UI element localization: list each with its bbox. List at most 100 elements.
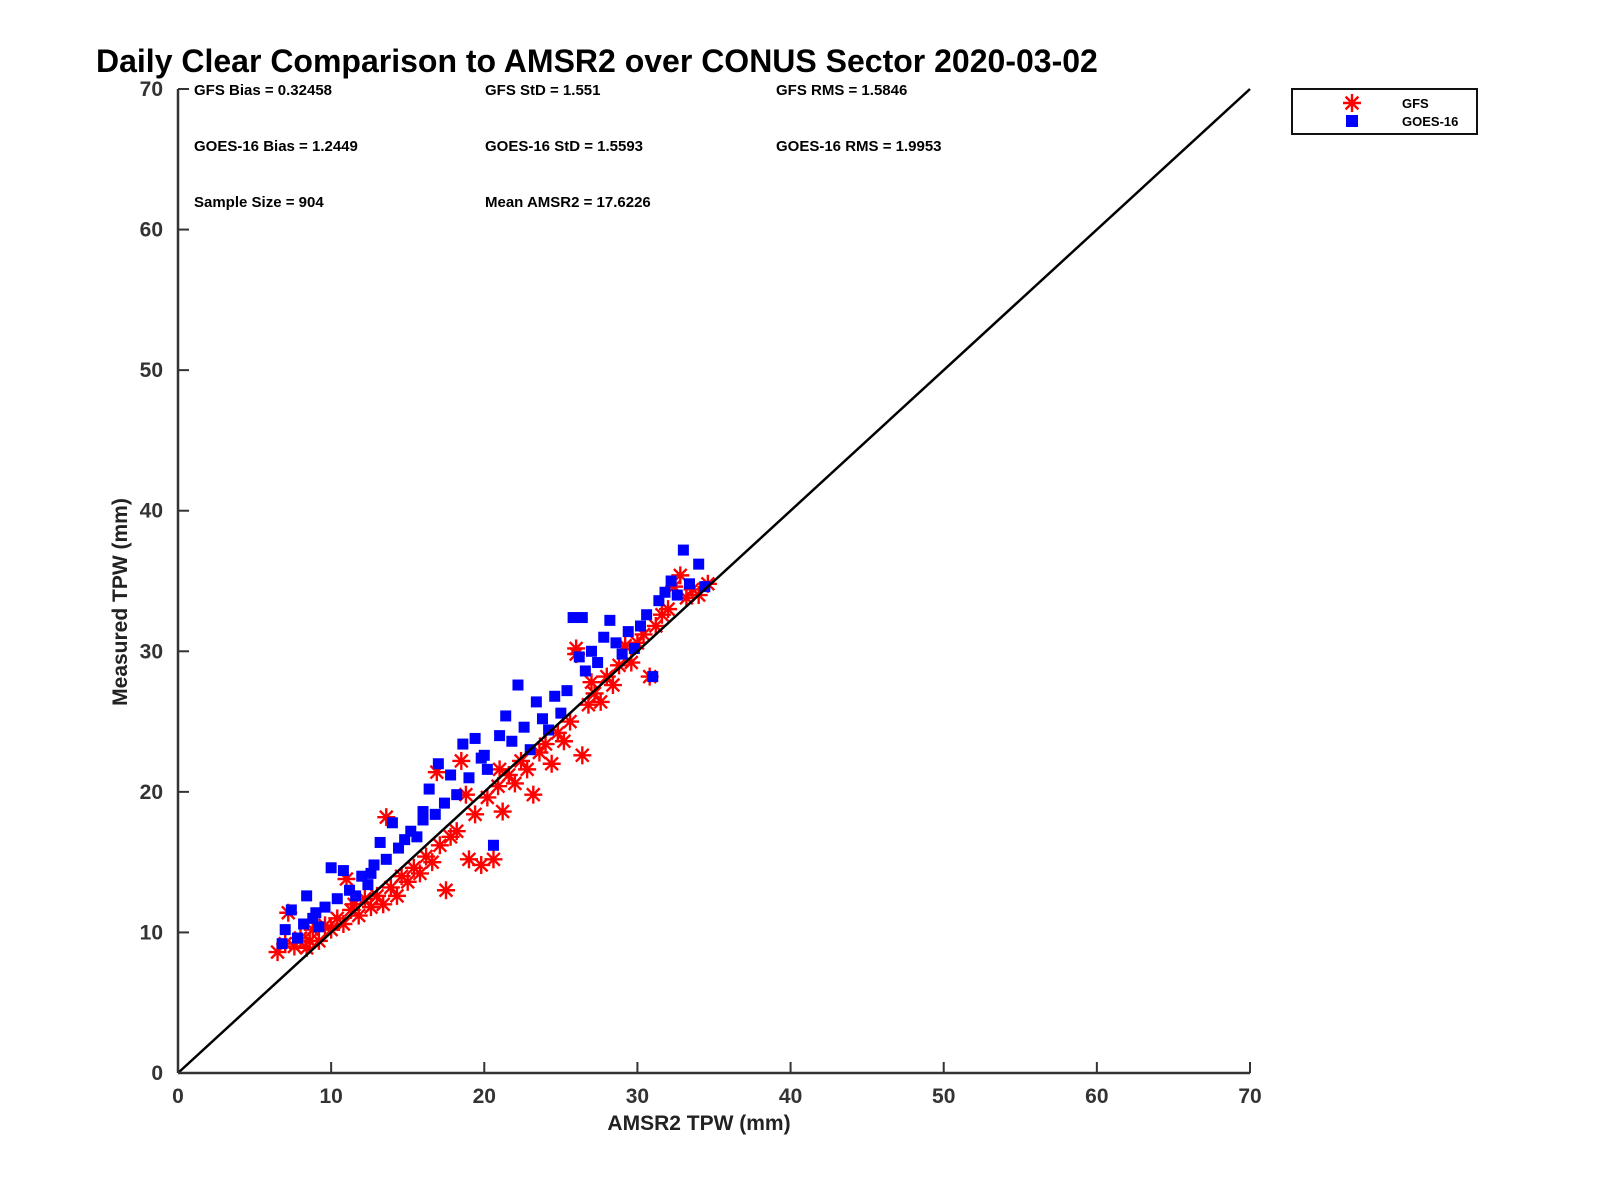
x-axis-label: AMSR2 TPW (mm) [607, 1112, 790, 1135]
goes16-point [536, 713, 548, 725]
goes16-point [319, 901, 331, 913]
goes16-point [622, 626, 634, 638]
y-tick-label: 0 [151, 1062, 163, 1085]
y-tick-label: 70 [140, 78, 163, 101]
goes16-point [549, 690, 561, 702]
goes16-point [307, 912, 319, 924]
goes16-point [285, 904, 297, 916]
gfs-point [504, 773, 526, 794]
gfs-point [523, 784, 544, 805]
goes16-point [279, 924, 291, 936]
statistics-block: GFS Bias = 0.32458 GFS StD = 1.551 GFS RMS… [194, 82, 942, 211]
gfs-point [446, 821, 467, 842]
goes16-point [579, 665, 591, 677]
goes16-point [500, 710, 512, 722]
goes16-point [313, 921, 325, 933]
goes16-point [469, 732, 481, 744]
goes16-point [438, 797, 450, 809]
goes16-point [693, 558, 705, 570]
chart-title: Daily Clear Comparison to AMSR2 over CON… [96, 43, 1098, 79]
goes16-point [610, 637, 622, 649]
goes16-point [677, 544, 689, 556]
goes16-point [512, 679, 524, 691]
y-tick-label: 50 [140, 359, 163, 382]
goes16-point [616, 648, 628, 660]
gfs-point [590, 691, 611, 713]
goes16-point [561, 685, 573, 697]
goes16-point [451, 789, 463, 801]
gfs-point [483, 849, 504, 870]
goes16-point [478, 749, 490, 761]
gfs-point [489, 759, 510, 780]
goes16-point [506, 735, 518, 747]
gfs-point [572, 745, 593, 766]
goes16-point [276, 938, 288, 950]
legend: GFS GOES-16 [1291, 88, 1478, 135]
y-tick-label: 10 [140, 921, 163, 944]
gfs-point [492, 801, 513, 822]
goes16-point [598, 631, 610, 643]
goes16-point [647, 671, 659, 683]
x-tick-label: 50 [932, 1085, 955, 1108]
goes16-point [399, 834, 411, 846]
gfs-point [422, 851, 443, 873]
gfs-point [541, 753, 562, 774]
x-tick-label: 20 [473, 1085, 496, 1108]
legend-goes16-symbol [1346, 115, 1358, 127]
goes16-point [298, 918, 310, 930]
legend-gfs-symbol [1341, 92, 1363, 114]
goes16-point [417, 814, 429, 826]
gfs-point [386, 885, 408, 907]
goes16-point [429, 808, 441, 820]
series-goes-16 [276, 544, 711, 950]
stat-text: Sample Size = 904 [194, 194, 324, 211]
goes16-point [393, 842, 405, 854]
legend-label: GFS [1402, 96, 1429, 111]
goes16-point [634, 620, 646, 632]
stat-text: GFS RMS = 1.5846 [776, 82, 907, 99]
goes16-point [457, 738, 469, 750]
y-tick-label: 30 [140, 640, 163, 663]
stat-text: GOES-16 RMS = 1.9953 [776, 138, 942, 155]
goes16-point [585, 645, 597, 657]
y-axis-label: Measured TPW (mm) [109, 498, 132, 706]
x-tick-label: 40 [779, 1085, 802, 1108]
goes16-point [518, 721, 530, 733]
goes16-point [301, 890, 313, 902]
y-tick-label: 40 [140, 500, 163, 523]
goes16-point [487, 839, 499, 851]
goes16-point [555, 707, 567, 719]
gfs-point [451, 750, 472, 772]
goes16-point [380, 853, 392, 865]
legend-box [1291, 88, 1478, 135]
goes16-point [683, 578, 695, 590]
gfs-point [553, 731, 575, 752]
goes16-point [350, 890, 362, 902]
goes16-point [659, 586, 671, 598]
gfs-point [516, 759, 538, 780]
goes16-point [530, 696, 542, 708]
y-tick-label: 20 [140, 781, 163, 804]
x-tick-label: 10 [319, 1085, 342, 1108]
gfs-point [373, 894, 394, 915]
goes16-point [481, 763, 493, 775]
goes16-point [417, 806, 429, 818]
y-tick-label: 60 [140, 219, 163, 242]
goes16-point [344, 884, 356, 896]
goes16-point [310, 907, 322, 919]
one-to-one-reference-line [177, 88, 1251, 1074]
goes16-point [567, 612, 579, 624]
goes16-point [604, 614, 616, 626]
goes16-point [365, 867, 377, 879]
gfs-point [464, 804, 486, 825]
legend-label: GOES-16 [1402, 114, 1458, 129]
gfs-point [435, 880, 457, 901]
goes16-point [671, 589, 683, 601]
gfs-point [333, 913, 354, 935]
goes16-point [543, 724, 555, 736]
stat-text: Mean AMSR2 = 17.6226 [485, 194, 651, 211]
x-tick-label: 60 [1085, 1085, 1108, 1108]
goes16-point [337, 865, 349, 877]
goes16-point [445, 769, 457, 781]
